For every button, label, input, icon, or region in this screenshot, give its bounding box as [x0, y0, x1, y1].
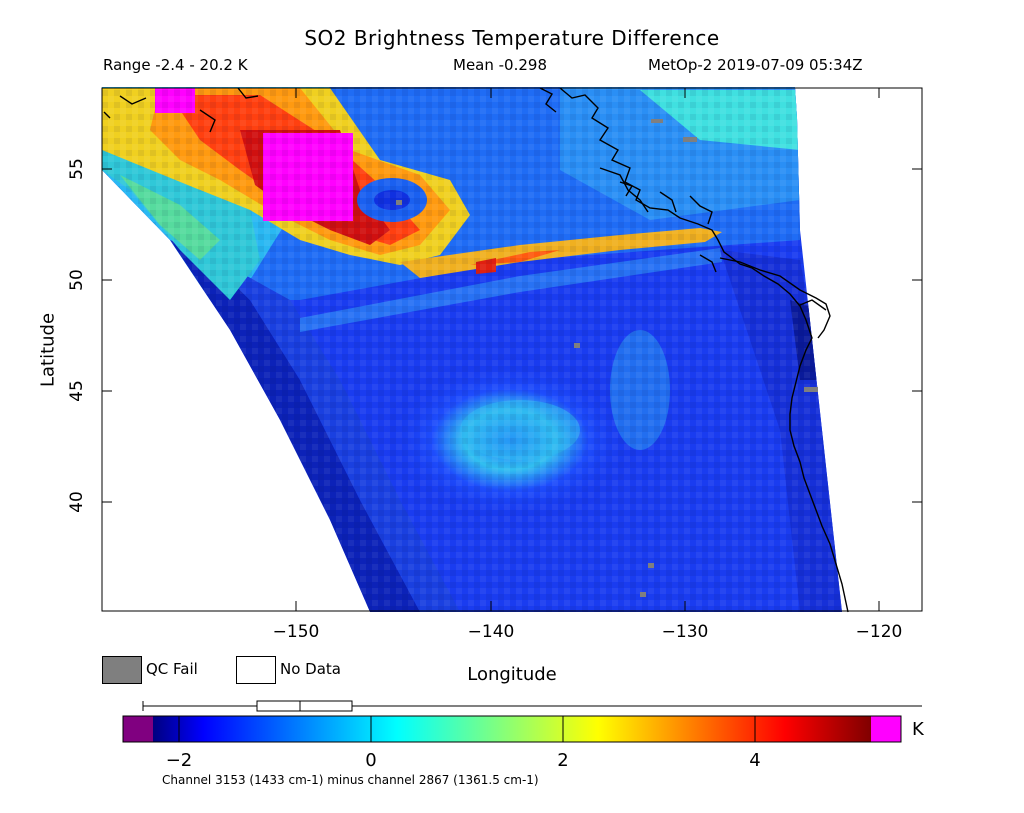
channel-footnote: Channel 3153 (1433 cm-1) minus channel 2… — [162, 773, 539, 787]
no-data-label: No Data — [280, 660, 341, 678]
colorbar-ticks — [178, 716, 756, 742]
page-title: SO2 Brightness Temperature Difference — [304, 26, 720, 50]
distribution-whisker — [142, 700, 922, 712]
map-ticks — [102, 88, 922, 611]
colorbar-under — [123, 716, 153, 742]
qc-fail-label: QC Fail — [146, 660, 198, 678]
colorbar-tick-label: 2 — [557, 750, 569, 771]
satellite-time-text: MetOp-2 2019-07-09 05:34Z — [648, 56, 863, 74]
map-frame — [101, 87, 923, 612]
colorbar-over — [871, 716, 901, 742]
coastline — [103, 87, 849, 613]
x-tick-label: −140 — [467, 622, 515, 642]
colorbar-tick-label: 0 — [365, 750, 377, 771]
range-text: Range -2.4 - 20.2 K — [103, 56, 248, 74]
colorbar-gradient — [153, 716, 871, 742]
mean-text: Mean -0.298 — [453, 56, 547, 74]
qc-fail-swatch — [102, 656, 142, 684]
x-tick-label: −120 — [855, 622, 903, 642]
colorbar-unit: K — [912, 719, 924, 740]
colorbar-tick-label: 4 — [749, 750, 761, 771]
qc-fail-pixels — [396, 119, 818, 597]
x-tick-label: −130 — [661, 622, 709, 642]
colorbar-tick-label: −2 — [165, 750, 193, 771]
x-axis-label: Longitude — [467, 664, 557, 685]
x-tick-label: −150 — [272, 622, 320, 642]
no-data-swatch — [236, 656, 276, 684]
